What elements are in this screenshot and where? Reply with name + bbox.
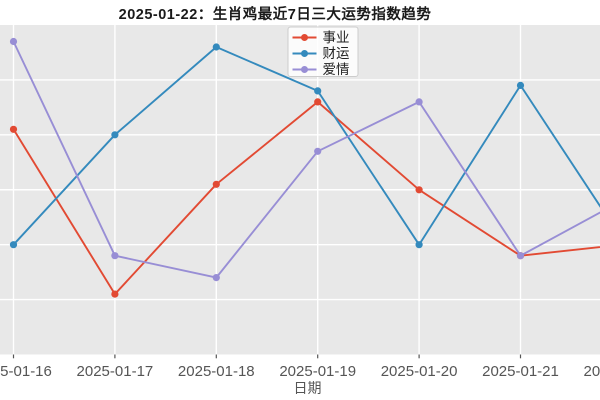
x-axis-label: 日期 <box>294 380 322 396</box>
x-tick-label: 2025-01-22 <box>584 363 600 380</box>
data-point-career <box>9 125 18 133</box>
chart-title: 2025-01-22：生肖鸡最近7日三大运势指数趋势 <box>118 7 432 23</box>
data-point-wealth <box>9 241 18 249</box>
data-point-love <box>212 274 220 282</box>
legend-item-label-wealth: 财运 <box>323 46 350 61</box>
x-tick-label: 2025-01-18 <box>178 363 255 380</box>
legend-item-label-career: 事业 <box>323 30 350 45</box>
legend-swatch-dot-love <box>301 66 308 73</box>
data-point-love <box>516 252 525 260</box>
legend-swatch-dot-career <box>301 34 308 41</box>
data-point-wealth <box>314 87 322 95</box>
data-point-career <box>212 180 220 188</box>
x-tick-label: 2025-01-16 <box>0 363 52 380</box>
legend-item-label-love: 爱情 <box>323 62 350 77</box>
data-point-wealth <box>111 131 119 139</box>
data-point-wealth <box>415 241 423 249</box>
data-point-love <box>9 37 18 46</box>
data-point-love <box>111 252 119 260</box>
data-point-wealth <box>212 43 220 51</box>
legend-swatch-dot-wealth <box>301 50 308 57</box>
data-point-wealth <box>516 81 525 89</box>
x-tick-label: 2025-01-20 <box>381 363 458 380</box>
x-tick-label: 2025-01-21 <box>482 363 559 380</box>
data-point-career <box>415 186 423 194</box>
x-tick-label: 2025-01-17 <box>77 363 154 380</box>
data-point-love <box>314 147 322 155</box>
x-tick-label: 2025-01-19 <box>279 363 356 380</box>
data-point-career <box>111 290 119 298</box>
data-point-career <box>314 98 322 106</box>
data-point-love <box>415 98 423 106</box>
